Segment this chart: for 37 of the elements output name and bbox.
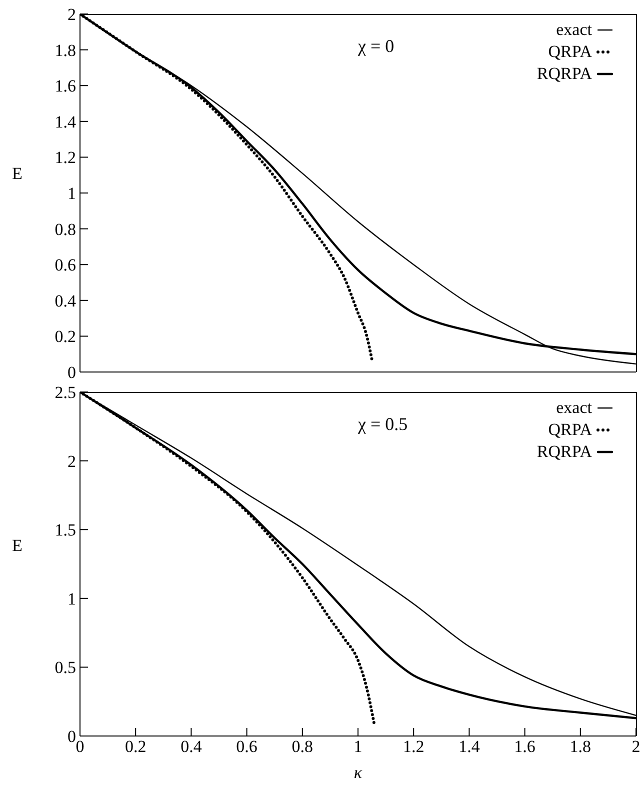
x-axis-title: κ xyxy=(354,763,363,782)
annotation: χ = 0 xyxy=(358,36,394,56)
x-tick-label: 2 xyxy=(632,737,640,756)
y-tick-label: 1.8 xyxy=(54,40,76,60)
legend-label: RQRPA xyxy=(536,442,592,462)
y-tick-label: 0.6 xyxy=(54,256,76,275)
x-tick-label: 0.2 xyxy=(124,737,146,756)
y-tick-label: 2 xyxy=(68,5,76,24)
x-tick-label: 0.6 xyxy=(236,737,258,756)
y-tick-label: 0.2 xyxy=(54,327,76,346)
x-tick-label: 1 xyxy=(354,737,362,756)
annotation: χ = 0.5 xyxy=(358,414,408,434)
y-tick-label: 1.6 xyxy=(54,76,76,96)
x-tick-label: 1.6 xyxy=(514,737,536,756)
legend-label: exact xyxy=(556,398,592,418)
legend-label: QRPA xyxy=(548,42,592,62)
y-tick-label: 1 xyxy=(68,589,76,608)
legend-label: exact xyxy=(556,20,592,40)
y-axis-title: E xyxy=(12,164,22,184)
y-tick-label: 1.4 xyxy=(54,112,76,132)
y-tick-label: 1.2 xyxy=(54,148,76,168)
y-tick-label: 0.5 xyxy=(54,658,76,678)
y-tick-label: 2.5 xyxy=(54,383,76,402)
y-axis-title: E xyxy=(12,536,22,556)
x-tick-label: 0.8 xyxy=(292,737,314,756)
y-tick-label: 0.4 xyxy=(54,291,76,310)
y-tick-label: 1 xyxy=(68,184,76,204)
y-tick-label: 0.8 xyxy=(54,220,76,239)
legend-label: QRPA xyxy=(548,420,592,440)
y-tick-label: 2 xyxy=(68,452,76,471)
x-tick-label: 1.4 xyxy=(458,737,480,756)
x-tick-label: 0.4 xyxy=(180,737,202,756)
y-tick-label: 1.5 xyxy=(54,520,76,540)
x-tick-label: 1.8 xyxy=(570,737,592,756)
x-tick-label: 1.2 xyxy=(402,737,424,756)
legend-label: RQRPA xyxy=(536,64,592,84)
y-tick-label: 0 xyxy=(68,363,76,382)
